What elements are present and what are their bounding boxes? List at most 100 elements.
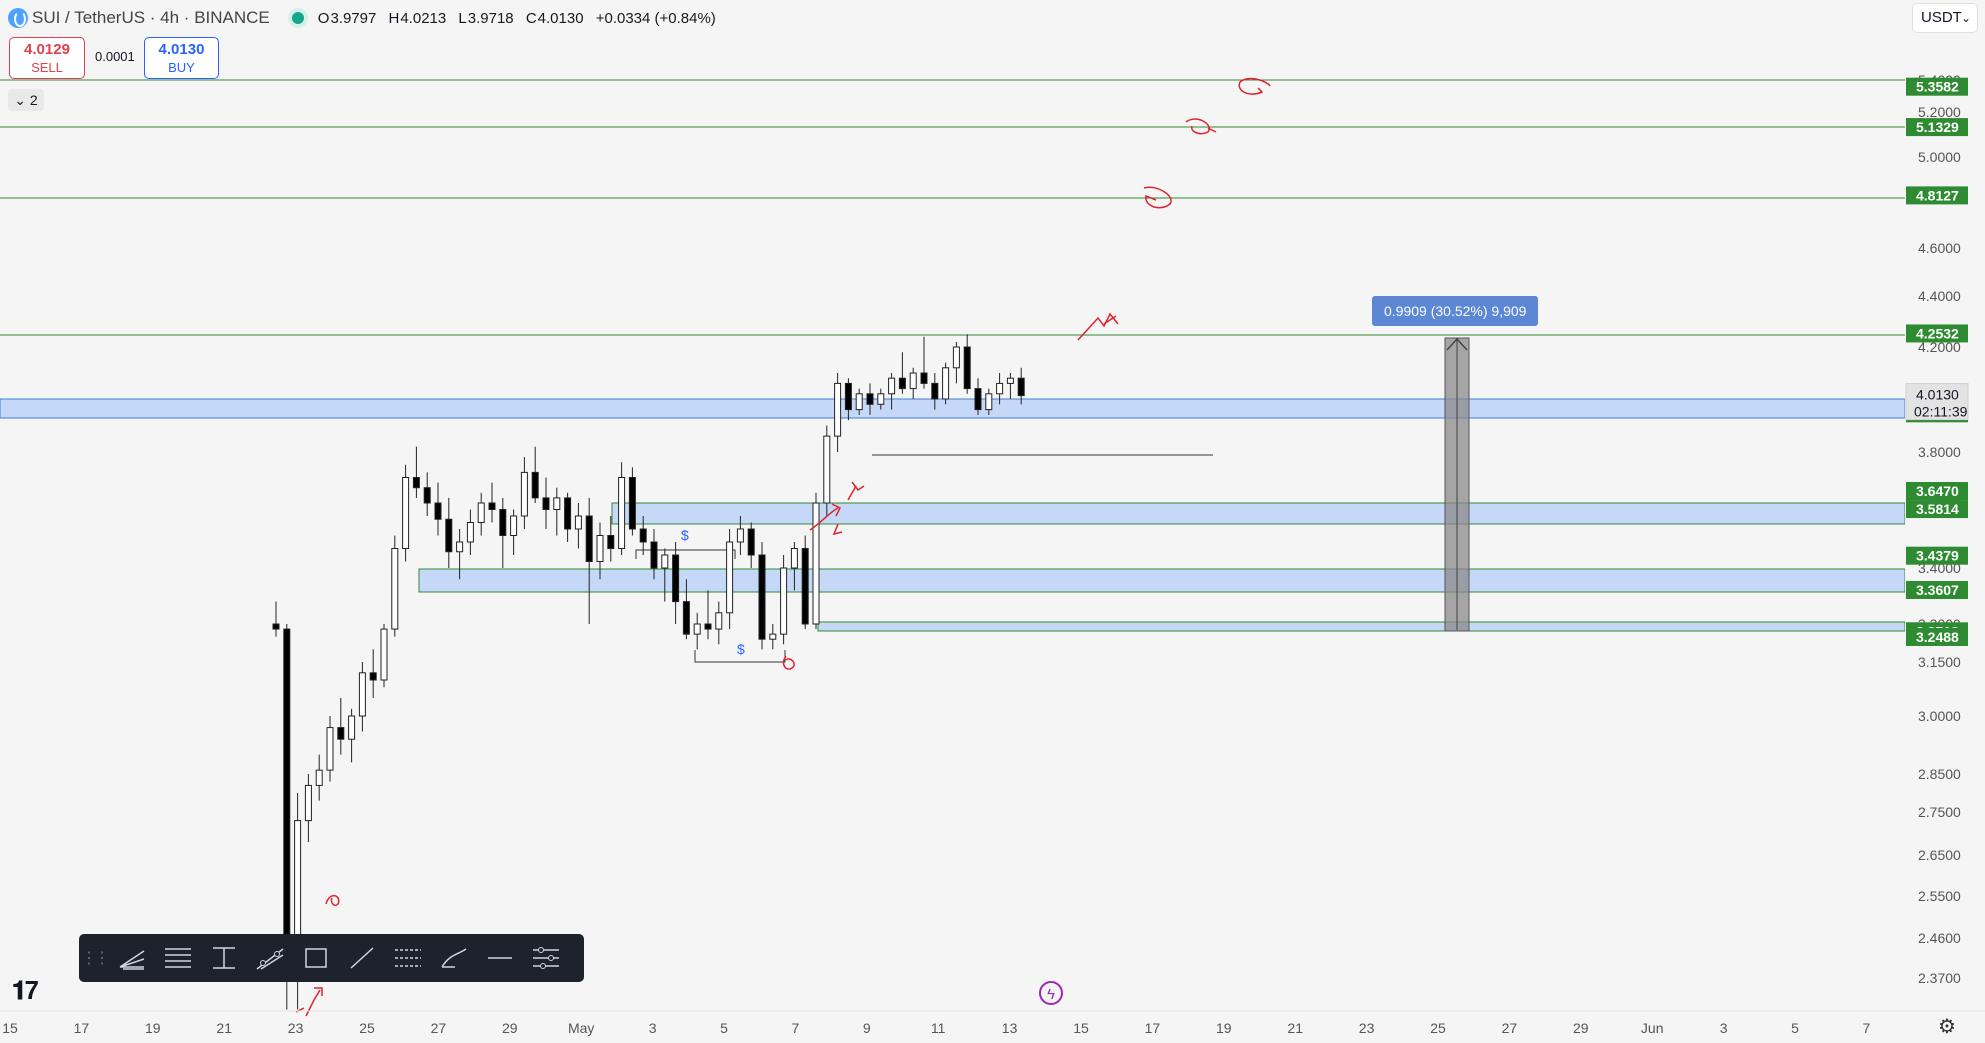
candle-body bbox=[628, 477, 636, 530]
demand-zone-1[interactable] bbox=[0, 398, 1906, 419]
buy-price: 4.0130 bbox=[158, 41, 205, 58]
time-tick-label: 23 bbox=[288, 1020, 304, 1036]
price-tick-label: 2.6500 bbox=[1918, 847, 1961, 863]
vertical-range-icon[interactable] bbox=[201, 934, 247, 982]
zone-top-label: 3.4379 bbox=[1916, 548, 1959, 564]
horizontal-lines-icon[interactable] bbox=[155, 934, 201, 982]
time-tick-label: 23 bbox=[1359, 1020, 1375, 1036]
price-tick-label: 4.2000 bbox=[1918, 339, 1961, 355]
time-tick-label: 29 bbox=[1573, 1020, 1589, 1036]
level-label-bg bbox=[1906, 186, 1968, 205]
candle-body bbox=[445, 518, 453, 553]
candle-body bbox=[736, 528, 744, 543]
demand-zone-2[interactable] bbox=[611, 502, 1906, 525]
candle-body bbox=[326, 727, 334, 771]
liquidity-bracket-bottom[interactable] bbox=[694, 650, 786, 663]
sell-label: SELL bbox=[31, 60, 63, 75]
measure-label[interactable]: 0.9909 (30.52%) 9,909 bbox=[1372, 296, 1539, 326]
level-label: 5.1329 bbox=[1916, 119, 1959, 135]
candle-body bbox=[542, 497, 550, 510]
demand-zone-4[interactable] bbox=[817, 621, 1906, 632]
time-tick-label: 25 bbox=[359, 1020, 375, 1036]
horizontal-line-icon[interactable] bbox=[477, 934, 523, 982]
candle-body bbox=[380, 628, 388, 681]
path-icon[interactable] bbox=[431, 934, 477, 982]
close-label: C bbox=[525, 9, 537, 27]
settings-lines-icon[interactable] bbox=[523, 934, 569, 982]
chevron-down-icon: ⌄ bbox=[14, 92, 27, 108]
candle-body bbox=[510, 515, 518, 536]
time-tick-label: May bbox=[568, 1020, 594, 1036]
indicators-toggle[interactable]: ⌄ 2 bbox=[8, 89, 44, 111]
level-label-bg bbox=[1906, 118, 1968, 137]
trend-channel-icon[interactable] bbox=[247, 934, 293, 982]
time-tick-label: 7 bbox=[792, 1020, 800, 1036]
zone-bottom-label: 3.5814 bbox=[1916, 501, 1959, 517]
candle-body bbox=[985, 393, 993, 411]
zone-top-label: 3.6470 bbox=[1916, 483, 1959, 499]
price-tick-label: 4.6000 bbox=[1918, 240, 1961, 256]
currency-select[interactable]: USDT ⌄ bbox=[1913, 4, 1977, 32]
low-label: L bbox=[458, 9, 467, 27]
price-axis[interactable] bbox=[1905, 40, 1985, 1010]
time-tick-label: 19 bbox=[1216, 1020, 1232, 1036]
candle-body bbox=[391, 548, 399, 630]
time-tick-label: 5 bbox=[720, 1020, 728, 1036]
candle-body bbox=[661, 554, 669, 569]
time-tick-label: 3 bbox=[649, 1020, 657, 1036]
zone-bottom-label-bg bbox=[1906, 627, 1968, 646]
candle-body bbox=[942, 367, 950, 400]
demand-zone-3[interactable] bbox=[418, 568, 1906, 593]
candle-body bbox=[769, 633, 777, 640]
candle-body bbox=[466, 522, 474, 543]
time-tick-label: 25 bbox=[1430, 1020, 1446, 1036]
current-price-box bbox=[1905, 383, 1969, 421]
liquidity-bracket-top[interactable] bbox=[635, 549, 736, 559]
indicator-count: 2 bbox=[29, 92, 38, 108]
zone-top-label-bg bbox=[1906, 482, 1968, 501]
lightning-icon[interactable]: ϟ bbox=[1039, 981, 1063, 1005]
time-tick-label: 15 bbox=[1073, 1020, 1089, 1036]
candle-body bbox=[704, 623, 712, 630]
price-tick-label: 4.4000 bbox=[1918, 288, 1961, 304]
gear-icon[interactable]: ⚙ bbox=[1938, 1016, 1956, 1038]
price-tick-label: 2.8500 bbox=[1918, 766, 1961, 782]
buy-button[interactable]: 4.0130 BUY bbox=[144, 37, 219, 79]
candle-body bbox=[866, 393, 874, 405]
price-tick-label: 3.1500 bbox=[1918, 654, 1961, 670]
tradingview-logo[interactable]: 𝟏7 bbox=[12, 975, 39, 1005]
rectangle-icon[interactable] bbox=[293, 934, 339, 982]
candle-body bbox=[574, 515, 582, 530]
candle-body bbox=[553, 497, 561, 510]
time-axis-ticks[interactable]: 15 17 19 21 23 25 27 29 May 3 5 7 9 11 13 15 17 19 21 23 25 2… bbox=[2, 1020, 1870, 1036]
fib-icon[interactable] bbox=[385, 934, 431, 982]
time-tick-label: 15 bbox=[2, 1020, 18, 1036]
time-tick-label: 17 bbox=[1145, 1020, 1161, 1036]
red-annotations[interactable] bbox=[295, 77, 1271, 1017]
time-tick-label: 21 bbox=[216, 1020, 232, 1036]
time-tick-label: 5 bbox=[1791, 1020, 1799, 1036]
buy-label: BUY bbox=[168, 60, 195, 75]
time-tick-label: 11 bbox=[931, 1020, 946, 1036]
liquidity-marker-bottom: $ bbox=[737, 641, 745, 657]
candle-body bbox=[488, 502, 496, 510]
candle-body bbox=[358, 672, 366, 717]
candle-body bbox=[564, 497, 572, 530]
candle-body bbox=[801, 548, 809, 625]
zone-bottom-label: 3.2488 bbox=[1916, 629, 1959, 645]
high-value: 4.0213 bbox=[400, 9, 447, 27]
level-label: 5.3582 bbox=[1916, 79, 1959, 95]
sell-button[interactable]: 4.0129 SELL bbox=[9, 37, 85, 79]
candle-body bbox=[1006, 377, 1014, 384]
low-value: 3.9718 bbox=[467, 9, 514, 27]
time-tick-label: 9 bbox=[863, 1020, 871, 1036]
multi-line-icon[interactable] bbox=[109, 934, 155, 982]
candle-body bbox=[369, 672, 377, 681]
symbol-title[interactable]: SUI / TetherUS · 4h · BINANCE bbox=[32, 8, 270, 27]
symbol-header[interactable]: SUI / TetherUS · 4h · BINANCE O3.9797 H4… bbox=[8, 6, 724, 30]
drawing-toolbar[interactable]: ⋮⋮ bbox=[79, 934, 584, 982]
price-tick-label: 2.3700 bbox=[1918, 970, 1961, 986]
grip-icon[interactable]: ⋮⋮ bbox=[81, 950, 110, 967]
trend-line-icon[interactable] bbox=[339, 934, 385, 982]
